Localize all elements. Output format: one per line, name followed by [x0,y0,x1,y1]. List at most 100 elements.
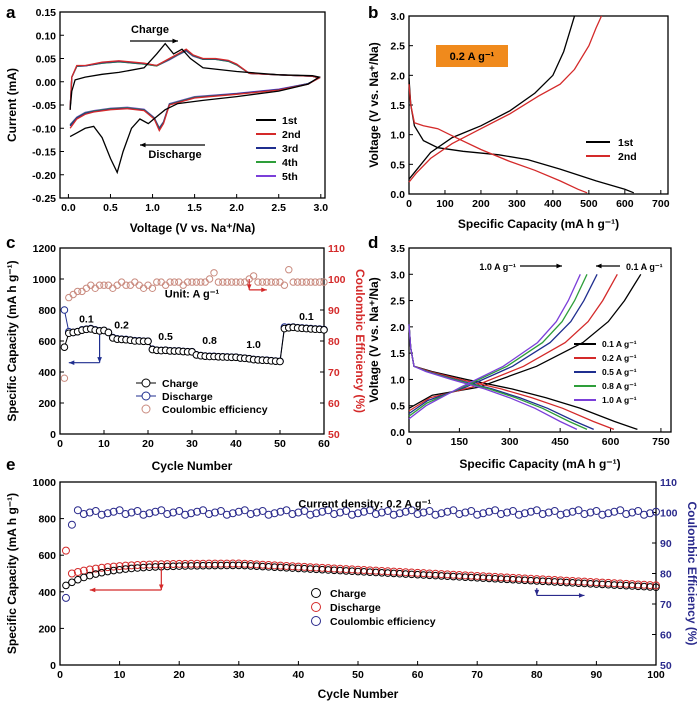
ce-point [270,509,279,518]
discharge-point [109,562,118,571]
ce-point [91,506,100,515]
ce-point [443,507,452,516]
ce-point [315,278,324,286]
charge-point [294,564,303,573]
legend-label-Discharge: Discharge [162,391,213,403]
panel-c-xtick-label: 30 [186,438,198,450]
rate-charge-1.0 A g⁻¹ [408,274,581,420]
panel-d-ytick-label: 2.5 [390,296,405,308]
panel-a-xtick-label: 2.0 [229,202,244,214]
ce-point [455,510,464,519]
capacity-axis-arrow-v-head [158,584,164,590]
panel-a-xtick-label: 3.0 [313,202,328,214]
rate-point-Charge [320,326,328,334]
ce-point [100,281,108,289]
legend-label-1.0 A g⁻¹: 1.0 A g⁻¹ [602,395,637,405]
ce-point [538,510,547,519]
panel-b-ytick-label: 0.0 [390,189,405,201]
ce-point [227,278,236,286]
charge-point [556,578,565,587]
charge-point [407,570,416,579]
ce-axis-arrow-head [578,593,585,598]
ce-point [175,506,184,515]
charge-point [109,566,118,575]
charge-point [97,568,106,577]
rate-charge-0.1 A g⁻¹ [408,273,642,409]
panel-e-right-ytick-label: 110 [660,477,677,489]
panel-letter-c: c [6,233,15,252]
ce-point [193,507,202,516]
ce-point [181,510,190,519]
ce-point [258,278,267,286]
charge-point [312,565,321,574]
ce-point [302,278,311,286]
ce-point [139,284,148,292]
ce-point [214,278,223,286]
charge-point [616,581,625,590]
discharge-point [91,564,100,573]
ce-point [216,506,225,515]
ce-point [117,278,126,286]
ce-point [122,281,130,289]
charge-point [235,561,243,570]
ce-point [437,509,446,518]
ce-point [298,278,306,286]
ce-point [293,278,302,286]
ce-point [514,510,523,519]
ce-point [192,278,201,286]
discharge-arrow-head [140,142,146,148]
panel-e-right-ytick-label: 100 [660,508,678,520]
ce-point [264,510,273,519]
ce-point [580,510,589,519]
ce-point [449,506,458,515]
panel-d-xtick-label: 600 [602,436,620,448]
panel-a-ytick-label: -0.05 [32,100,56,112]
charge-point [652,583,660,592]
annotation-charge: Charge [131,24,169,36]
panel-e-right-ytick-label: 80 [660,569,672,581]
charge-point [586,579,595,588]
panel-c-xtick-label: 10 [98,438,110,450]
ce-point [359,507,368,516]
charge-point [491,574,499,583]
ce-point [610,507,619,516]
charge-point [240,561,249,570]
ce-point [467,506,476,515]
ce-axis-arrow-head [261,287,267,293]
panel-c-right-ytick-label: 80 [328,336,340,348]
panel-a-ytick-label: 0.00 [36,77,57,89]
ce-point [95,281,104,289]
rate-charge-0.8 A g⁻¹ [408,274,588,417]
panel-c-ylabel: Specific Capacity (mA h g⁻¹) [5,260,19,421]
annotation-discharge: Discharge [148,149,201,161]
panel-e-xtick-label: 80 [531,669,543,681]
charge-point [115,565,124,574]
ce-point [183,278,192,286]
charge-point [419,571,428,579]
legend-marker-Charge [141,378,151,388]
ce-point [258,506,267,515]
ce-point [276,278,284,286]
ce-point [219,278,227,286]
rate-arrow-right-head [596,263,602,269]
panel-e-ytick-label: 0 [50,660,56,672]
ce-point [389,510,398,519]
panel-a-ytick-label: -0.15 [32,147,56,159]
panel-d-xtick-label: 0 [406,436,412,448]
ce-point [556,510,565,519]
discharge-point [115,562,124,571]
ce-point [288,510,297,519]
ce-point [336,508,345,517]
cv-curve-1st [69,42,321,175]
ce-point [205,275,214,283]
discharge-point [73,567,82,576]
panel-e-ytick-label: 400 [38,587,56,599]
panel-c-right-ytick-label: 110 [328,243,345,255]
charge-point [336,566,344,575]
panel-e-y2label: Coulombic Efficiency (%) [685,501,699,645]
legend-marker-Discharge [141,391,151,401]
legend-label-Charge: Charge [330,588,366,600]
panel-d-ytick-label: 0.0 [390,427,405,439]
panel-b-ytick-label: 2.0 [390,70,405,82]
rate-point-Charge [276,357,284,366]
